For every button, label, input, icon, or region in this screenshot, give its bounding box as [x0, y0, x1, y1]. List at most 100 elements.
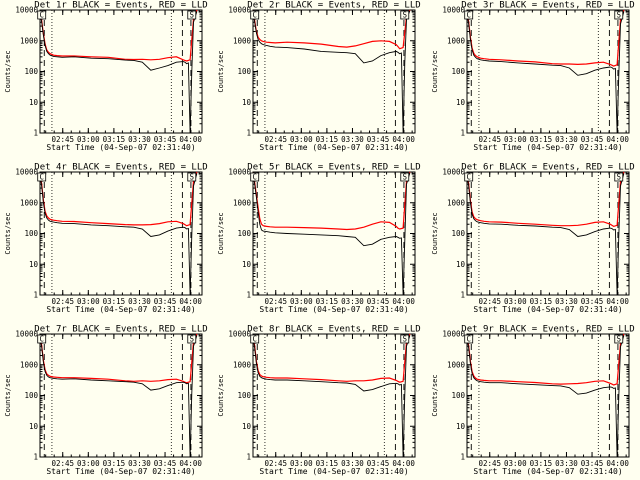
- flag-marker-label: S: [617, 173, 622, 182]
- x-tick-label: 03:15: [530, 135, 553, 144]
- y-axis-label: Counts/sec: [431, 374, 439, 416]
- x-tick-label: 03:15: [316, 459, 339, 468]
- y-tick-label: 10000: [15, 168, 38, 177]
- x-axis-label: Start Time (04-Sep-07 02:31:40): [46, 467, 195, 476]
- y-tick-label: 10: [242, 260, 252, 269]
- chart-panel-7: Det 7r BLACK = Events, RED = LLD 1 10 100 10…: [4, 325, 208, 477]
- x-tick-label: 03:15: [103, 297, 126, 306]
- flag-marker-label: S: [617, 11, 622, 20]
- y-tick-label: 10000: [15, 330, 38, 339]
- x-tick-label: 03:15: [316, 135, 339, 144]
- y-tick-label: 10000: [15, 6, 38, 15]
- x-tick-label: 03:30: [128, 135, 151, 144]
- panel-title: Det 3r BLACK = Events, RED = LLD: [461, 1, 634, 11]
- y-tick-label: 100: [24, 391, 38, 400]
- flag-marker-label: C: [466, 11, 471, 20]
- panel-title: Det 6r BLACK = Events, RED = LLD: [461, 163, 634, 173]
- flag-marker-label: S: [403, 335, 408, 344]
- x-tick-label: 04:00: [392, 297, 415, 306]
- y-axis-label: Counts/sec: [431, 50, 439, 92]
- y-tick-label: 1: [460, 453, 465, 462]
- y-tick-label: 10: [242, 98, 252, 107]
- x-tick-label: 04:00: [392, 135, 415, 144]
- x-tick-label: 03:00: [290, 459, 313, 468]
- x-tick-label: 02:45: [478, 135, 501, 144]
- x-axis-label: Start Time (04-Sep-07 02:31:40): [473, 467, 622, 476]
- y-tick-label: 1: [33, 453, 38, 462]
- lld-series-line: [252, 333, 411, 383]
- panel-title: Det 4r BLACK = Events, RED = LLD: [34, 163, 207, 173]
- flag-marker-label: C: [252, 173, 257, 182]
- y-tick-label: 100: [237, 229, 251, 238]
- y-tick-label: 1000: [447, 360, 466, 369]
- x-tick-label: 04:00: [606, 297, 629, 306]
- y-tick-label: 100: [237, 67, 251, 76]
- lld-series-line: [39, 171, 198, 227]
- y-tick-label: 10: [456, 422, 466, 431]
- y-tick-label: 1: [33, 129, 38, 138]
- flag-marker-box: [37, 334, 47, 344]
- y-tick-label: 1000: [447, 198, 466, 207]
- y-tick-label: 1000: [233, 36, 252, 45]
- x-tick-label: 04:00: [392, 459, 415, 468]
- x-tick-label: 03:00: [504, 297, 527, 306]
- x-tick-label: 02:45: [51, 297, 74, 306]
- y-tick-label: 10000: [228, 6, 251, 15]
- y-tick-label: 10000: [442, 6, 465, 15]
- flag-marker-box: [37, 10, 47, 20]
- flag-marker-box: [187, 172, 197, 182]
- y-axis-label: Counts/sec: [4, 374, 12, 416]
- x-tick-label: 03:00: [290, 297, 313, 306]
- flag-marker-box: [250, 172, 260, 182]
- x-axis-label: Start Time (04-Sep-07 02:31:40): [259, 143, 408, 152]
- chart-panel-6: Det 6r BLACK = Events, RED = LLD 1 10 100 10…: [431, 163, 635, 315]
- y-axis-label: Counts/sec: [217, 374, 225, 416]
- flag-marker-label: C: [39, 335, 44, 344]
- x-tick-label: 02:45: [51, 459, 74, 468]
- lld-series-line: [39, 333, 198, 384]
- flag-marker-label: S: [190, 335, 195, 344]
- y-tick-label: 100: [451, 391, 465, 400]
- x-tick-label: 04:00: [179, 297, 202, 306]
- x-axis-label: Start Time (04-Sep-07 02:31:40): [46, 143, 195, 152]
- y-tick-label: 1000: [233, 360, 252, 369]
- events-series-line: [466, 11, 625, 134]
- y-tick-label: 100: [24, 67, 38, 76]
- flag-marker-box: [400, 334, 410, 344]
- y-tick-label: 10000: [442, 330, 465, 339]
- flag-marker-box: [250, 334, 260, 344]
- flag-marker-box: [400, 10, 410, 20]
- y-tick-label: 1: [460, 291, 465, 300]
- flag-marker-label: C: [252, 11, 257, 20]
- flag-marker-label: S: [403, 173, 408, 182]
- lld-series-line: [252, 9, 411, 50]
- y-tick-label: 10: [456, 98, 466, 107]
- x-tick-label: 03:45: [581, 297, 604, 306]
- chart-panel-4: Det 4r BLACK = Events, RED = LLD 1 10 100 10…: [4, 163, 208, 315]
- x-tick-label: 03:15: [530, 297, 553, 306]
- lld-series-line: [466, 171, 625, 228]
- x-tick-label: 04:00: [179, 459, 202, 468]
- flag-marker-label: S: [190, 11, 195, 20]
- y-tick-label: 1: [246, 453, 251, 462]
- y-tick-label: 1: [33, 291, 38, 300]
- chart-panel-8: Det 8r BLACK = Events, RED = LLD 1 10 100 10…: [217, 325, 421, 477]
- x-tick-label: 03:45: [367, 297, 390, 306]
- x-tick-label: 03:00: [504, 135, 527, 144]
- panel-title: Det 8r BLACK = Events, RED = LLD: [247, 325, 420, 335]
- events-series-line: [39, 335, 198, 458]
- y-tick-label: 100: [237, 391, 251, 400]
- x-tick-label: 03:45: [154, 297, 177, 306]
- x-tick-label: 02:45: [264, 297, 287, 306]
- x-tick-label: 03:45: [581, 135, 604, 144]
- x-tick-label: 03:30: [341, 297, 364, 306]
- chart-panel-9: Det 9r BLACK = Events, RED = LLD 1 10 100 10…: [431, 325, 635, 477]
- y-axis-label: Counts/sec: [4, 212, 12, 254]
- panel-grid: Det 1r BLACK = Events, RED = LLD11010010…: [4, 1, 635, 477]
- lld-series-line: [252, 171, 411, 231]
- chart-panel-3: Det 3r BLACK = Events, RED = LLD 1 10 100 10…: [431, 1, 635, 153]
- y-tick-label: 1000: [20, 360, 39, 369]
- y-tick-label: 1000: [20, 36, 39, 45]
- panel-title: Det 5r BLACK = Events, RED = LLD: [247, 163, 420, 173]
